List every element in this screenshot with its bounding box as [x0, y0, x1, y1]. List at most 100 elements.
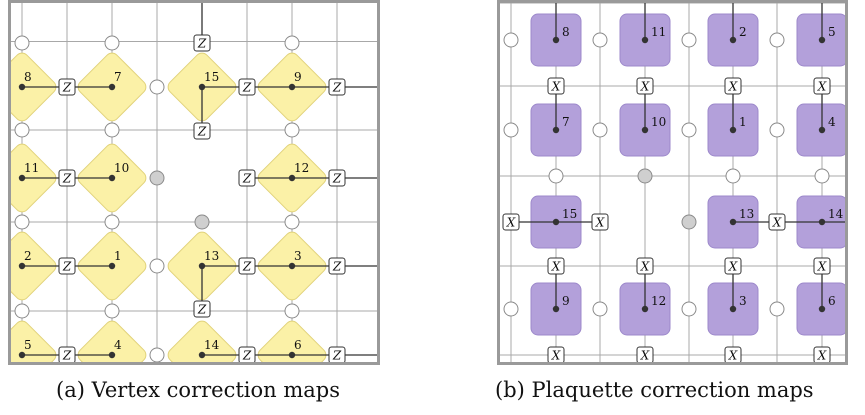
qubit-circle: [592, 122, 608, 138]
anchor-dot: [108, 351, 116, 359]
pauli-gate-label: Z: [242, 171, 252, 185]
pauli-gate-label: X: [595, 215, 605, 229]
qubit-circle: [14, 122, 30, 138]
qubit-circle: [681, 301, 697, 317]
plaquette-panel-frame: [497, 0, 848, 365]
qubit-circle: [104, 35, 120, 51]
anchor-dot: [641, 36, 649, 44]
qubit-circle: [548, 168, 564, 184]
anchor-dot: [288, 262, 296, 270]
pauli-gate-label: Z: [332, 171, 342, 185]
anchor-dot: [18, 351, 26, 359]
correction-maps-figure: 8 7 15 911 10 122 1 13 35 4 14 6ZZ Z ZZZ Z ZZ Z ZZZ Z Z 8 11…: [8, 0, 848, 365]
pauli-gate-box: [636, 257, 654, 275]
pauli-gate-box: [58, 257, 76, 275]
qubit-circle: [104, 214, 120, 230]
pauli-gate-box: [547, 257, 565, 275]
pauli-gate-box: [591, 213, 609, 231]
anchor-dot: [198, 262, 206, 270]
qubit-circle: [769, 301, 785, 317]
anchor-dot: [288, 174, 296, 182]
qubit-circle: [149, 347, 165, 362]
plaquette-label: 4: [828, 115, 836, 129]
pauli-gate-box: [768, 213, 786, 231]
plaquette-label: 14: [828, 207, 844, 221]
pauli-gate-label: X: [640, 79, 650, 93]
vertex-correction-panel: 8 7 15 9 11 10 12 2 1 13 3 5 4 14 6 Z Z Z Z Z Z Z Z Z Z Z Z Z Z Z: [11, 3, 377, 362]
pauli-gate-box: [813, 257, 831, 275]
qubit-circle: [284, 35, 300, 51]
pauli-gate-label: X: [640, 259, 650, 273]
anchor-dot: [818, 36, 826, 44]
pauli-gate-box: [238, 169, 256, 187]
pauli-gate-label: X: [817, 259, 827, 273]
pauli-gate-label: Z: [197, 302, 207, 316]
pauli-gate-box: [193, 300, 211, 318]
plaquette-label: 7: [562, 115, 570, 129]
pauli-gate-label: X: [728, 79, 738, 93]
anchor-dot: [641, 305, 649, 313]
pauli-gate-label: Z: [197, 36, 207, 50]
anchor-dot: [288, 83, 296, 91]
vertex-label: 8: [24, 70, 32, 84]
qubit-circle: [503, 301, 519, 317]
pauli-gate-label: Z: [242, 259, 252, 273]
anchor-dot: [818, 218, 826, 226]
anchor-dot: [552, 36, 560, 44]
vertex-label: 2: [24, 249, 32, 263]
qubit-circle: [769, 122, 785, 138]
anchor-dot: [18, 174, 26, 182]
qubit-circle: [725, 168, 741, 184]
pauli-gate-label: X: [817, 348, 827, 362]
anchor-dot: [198, 351, 206, 359]
plaquette-label: 10: [651, 115, 666, 129]
qubit-circle: [681, 214, 697, 230]
anchor-dot: [288, 351, 296, 359]
pauli-gate-box: [238, 78, 256, 96]
pauli-gate-label: Z: [62, 80, 72, 94]
vertex-label: 13: [204, 249, 219, 263]
qubit-circle: [503, 32, 519, 48]
vertex-label: 10: [114, 161, 129, 175]
qubit-circle: [149, 79, 165, 95]
pauli-gate-label: Z: [62, 171, 72, 185]
caption-vertex-maps: (a) Vertex correction maps: [56, 378, 340, 402]
pauli-gate-box: [547, 346, 565, 362]
plaquette-label: 1: [739, 115, 747, 129]
qubit-circle: [681, 122, 697, 138]
pauli-gate-box: [636, 77, 654, 95]
pauli-gate-label: X: [640, 348, 650, 362]
pauli-gate-box: [813, 77, 831, 95]
qubit-circle: [149, 258, 165, 274]
pauli-gate-label: Z: [242, 348, 252, 362]
anchor-dot: [198, 83, 206, 91]
qubit-circle: [681, 32, 697, 48]
anchor-dot: [729, 36, 737, 44]
vertex-label: 5: [24, 338, 32, 352]
pauli-gate-label: Z: [62, 259, 72, 273]
vertex-label: 11: [24, 161, 39, 175]
vertex-label: 14: [204, 338, 220, 352]
plaquette-label: 2: [739, 25, 747, 39]
pauli-gate-box: [724, 257, 742, 275]
vertex-label: 9: [294, 70, 302, 84]
pauli-gate-label: X: [728, 259, 738, 273]
pauli-gate-label: X: [551, 259, 561, 273]
pauli-gate-label: X: [772, 215, 782, 229]
pauli-gate-box: [193, 34, 211, 52]
pauli-gate-box: [238, 346, 256, 362]
qubit-circle: [149, 170, 165, 186]
vertex-label: 4: [114, 338, 122, 352]
qubit-circle: [284, 214, 300, 230]
anchor-dot: [552, 126, 560, 134]
pauli-gate-box: [502, 213, 520, 231]
pauli-gate-label: X: [551, 79, 561, 93]
pauli-gate-box: [328, 169, 346, 187]
pauli-gate-label: X: [728, 348, 738, 362]
plaquette-label: 6: [828, 294, 836, 308]
pauli-gate-box: [328, 346, 346, 362]
caption-plaquette-maps: (b) Plaquette correction maps: [495, 378, 814, 402]
vertex-label: 7: [114, 70, 122, 84]
pauli-gate-label: Z: [332, 80, 342, 94]
anchor-dot: [18, 262, 26, 270]
